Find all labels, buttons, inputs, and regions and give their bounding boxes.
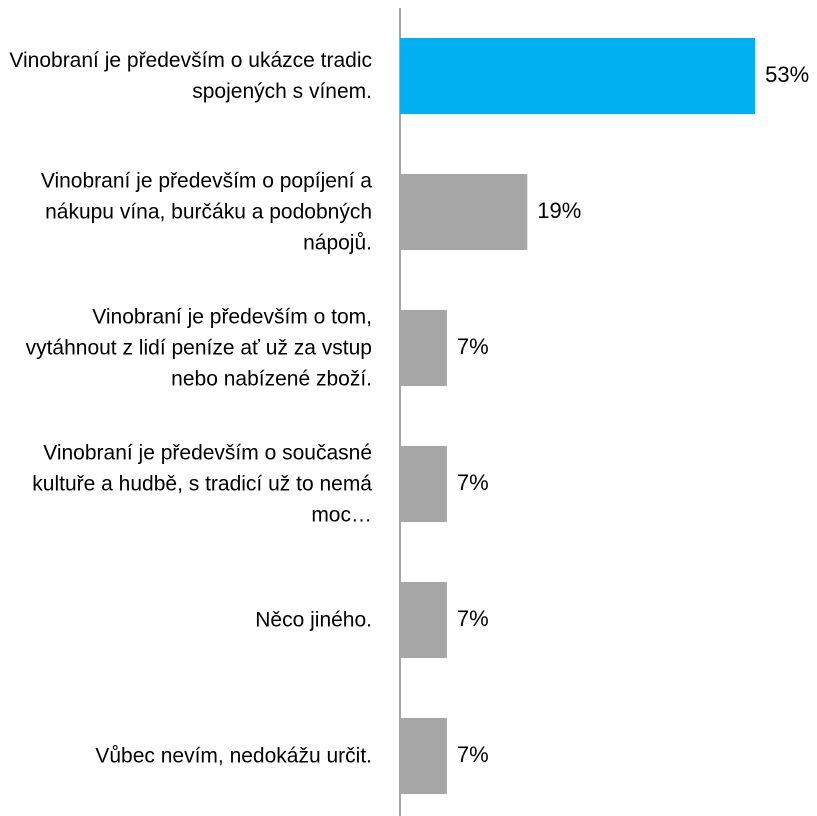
value-label: 7% <box>457 742 489 767</box>
category-label: Vinobraní je především o popíjení a náku… <box>40 169 372 255</box>
value-label: 7% <box>457 606 489 631</box>
category-label: Něco jiného. <box>255 608 372 632</box>
category-label: Vůbec nevím, nedokážu určit. <box>95 744 372 768</box>
value-label: 7% <box>457 334 489 359</box>
bar <box>400 718 447 794</box>
value-label: 53% <box>765 62 809 87</box>
bar <box>400 310 447 386</box>
value-label: 19% <box>537 198 581 223</box>
category-label: Vinobraní je především o tom, vytáhnout … <box>25 305 372 391</box>
category-label: Vinobraní je především o ukázce tradic s… <box>9 49 372 103</box>
bar <box>400 582 447 658</box>
category-label: Vinobraní je především o současné kultuř… <box>32 441 372 527</box>
bar <box>400 446 447 522</box>
value-label: 7% <box>457 470 489 495</box>
bar <box>400 38 756 114</box>
bar <box>400 174 528 250</box>
